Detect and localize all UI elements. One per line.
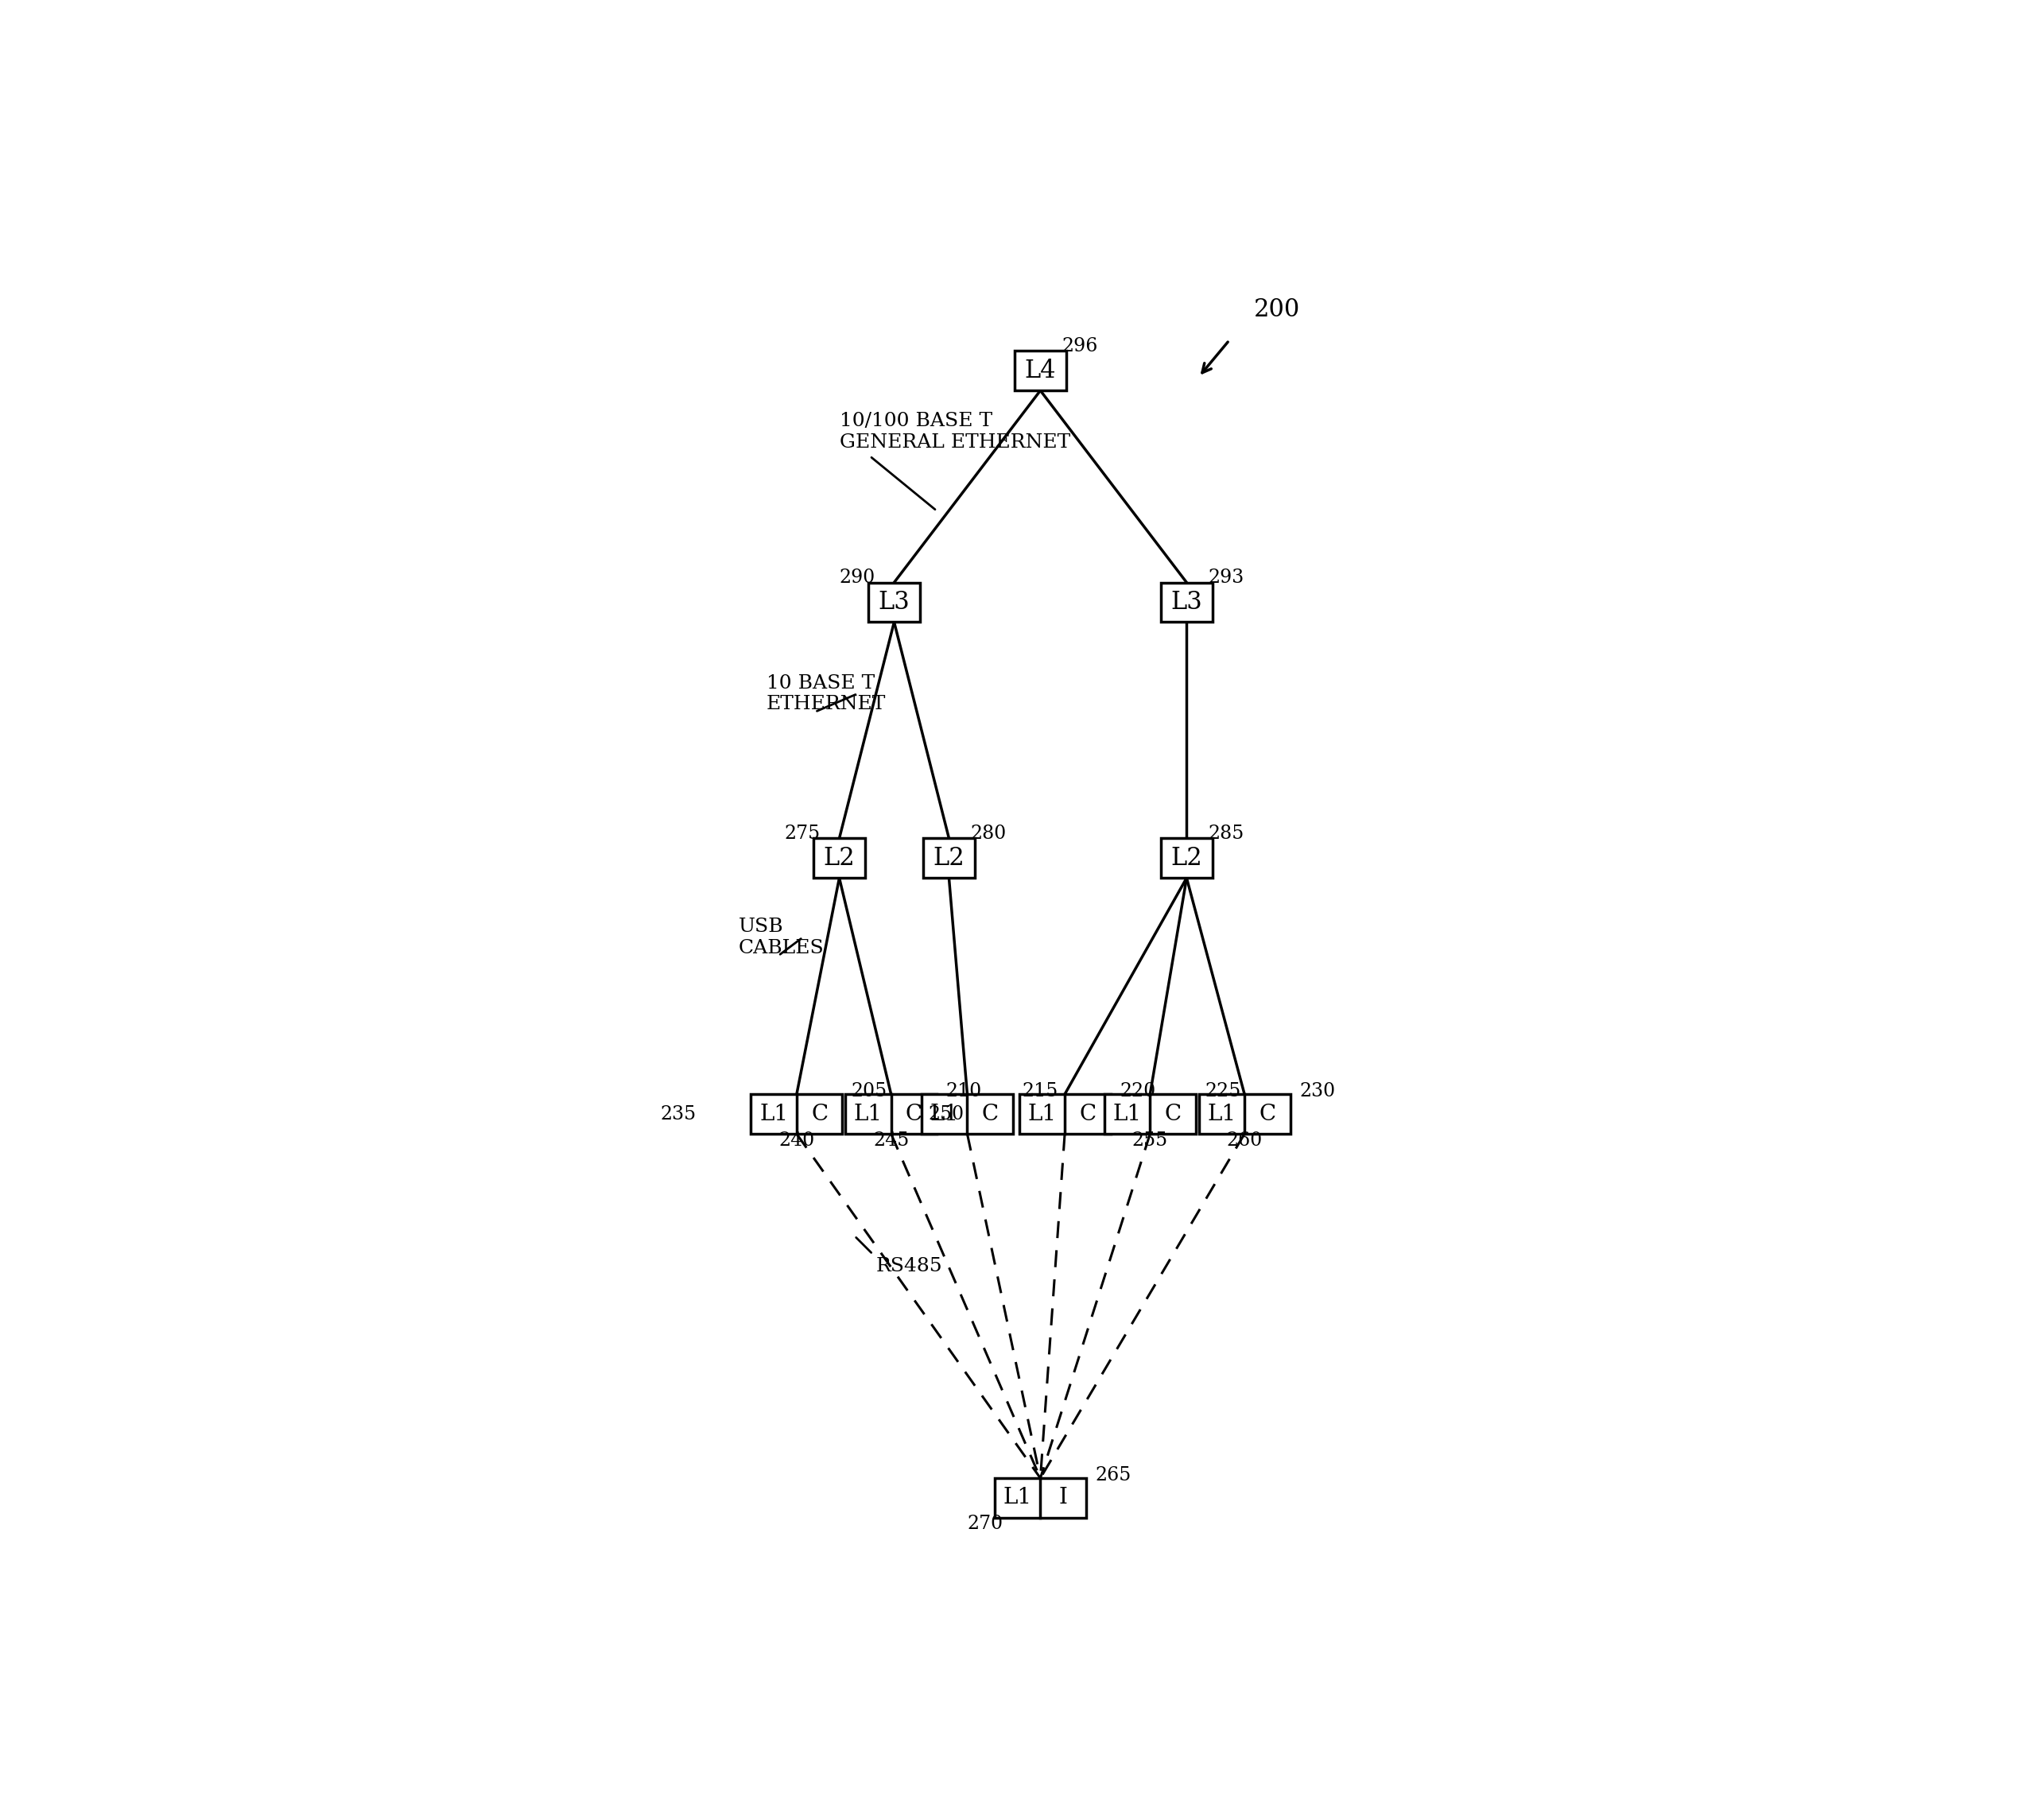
- Text: RS485: RS485: [875, 1258, 942, 1276]
- Bar: [1019, 1094, 1110, 1134]
- Text: L3: L3: [1171, 590, 1202, 615]
- Text: L2: L2: [824, 846, 855, 870]
- Text: L4: L4: [1025, 359, 1056, 382]
- Text: 275: 275: [784, 824, 820, 843]
- Bar: [844, 1094, 936, 1134]
- Text: 235: 235: [660, 1105, 696, 1123]
- Text: C: C: [812, 1103, 828, 1125]
- Text: 245: 245: [873, 1132, 909, 1150]
- Text: C: C: [1259, 1103, 1275, 1125]
- Text: C: C: [983, 1103, 999, 1125]
- Text: 250: 250: [928, 1105, 964, 1123]
- Text: 293: 293: [1208, 568, 1244, 588]
- Bar: [1161, 839, 1212, 877]
- Text: L1: L1: [930, 1103, 958, 1125]
- Text: L1: L1: [1027, 1103, 1056, 1125]
- Bar: [1104, 1094, 1196, 1134]
- Text: 290: 290: [838, 568, 875, 588]
- Bar: [814, 839, 865, 877]
- Text: L1: L1: [1003, 1487, 1031, 1509]
- Text: L1: L1: [759, 1103, 788, 1125]
- Text: 205: 205: [851, 1083, 887, 1101]
- Text: L1: L1: [1112, 1103, 1141, 1125]
- Bar: [924, 839, 974, 877]
- Text: 220: 220: [1121, 1083, 1155, 1101]
- Bar: [1161, 582, 1212, 622]
- Text: 280: 280: [970, 824, 1007, 843]
- Text: 296: 296: [1062, 337, 1098, 355]
- Text: 240: 240: [780, 1132, 814, 1150]
- Text: 260: 260: [1226, 1132, 1263, 1150]
- Text: L3: L3: [879, 590, 909, 615]
- Bar: [922, 1094, 1013, 1134]
- Bar: [1015, 351, 1066, 391]
- Bar: [751, 1094, 842, 1134]
- Text: L2: L2: [1171, 846, 1202, 870]
- Text: C: C: [905, 1103, 922, 1125]
- Text: C: C: [1080, 1103, 1096, 1125]
- Bar: [995, 1478, 1086, 1518]
- Text: L2: L2: [934, 846, 964, 870]
- Text: 10/100 BASE T
GENERAL ETHERNET: 10/100 BASE T GENERAL ETHERNET: [838, 411, 1070, 451]
- Bar: [1200, 1094, 1291, 1134]
- Text: L1: L1: [855, 1103, 883, 1125]
- Text: 270: 270: [968, 1514, 1003, 1532]
- Text: C: C: [1165, 1103, 1181, 1125]
- Bar: [869, 582, 920, 622]
- Text: 285: 285: [1208, 824, 1244, 843]
- Text: L1: L1: [1208, 1103, 1236, 1125]
- Text: 255: 255: [1133, 1132, 1167, 1150]
- Text: 210: 210: [946, 1083, 983, 1101]
- Text: USB
CABLES: USB CABLES: [739, 917, 824, 957]
- Text: 10 BASE T
ETHERNET: 10 BASE T ETHERNET: [765, 673, 885, 713]
- Text: 215: 215: [1021, 1083, 1058, 1101]
- Text: 230: 230: [1299, 1083, 1336, 1101]
- Text: 200: 200: [1255, 297, 1299, 322]
- Text: I: I: [1060, 1487, 1068, 1509]
- Text: 225: 225: [1206, 1083, 1240, 1101]
- Text: 265: 265: [1096, 1467, 1131, 1485]
